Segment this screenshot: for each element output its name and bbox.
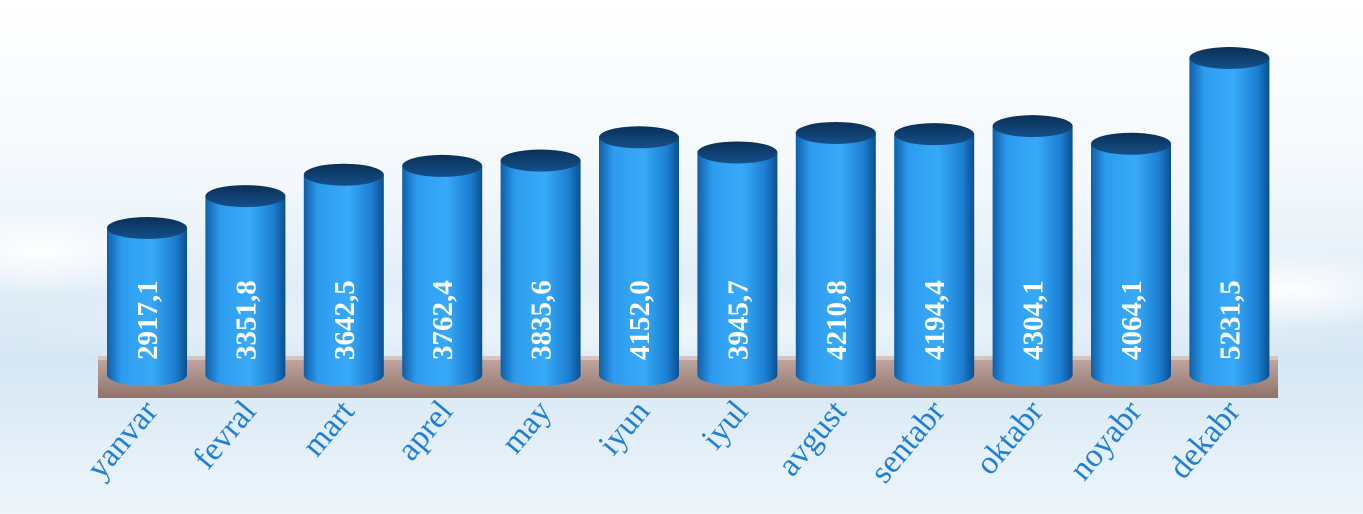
bar-body: [697, 152, 778, 387]
bar-value-label: 3642,5: [329, 280, 361, 360]
bar-body: [1091, 143, 1171, 386]
bar-value-label: 3835,6: [526, 280, 558, 360]
bar-body: [894, 134, 975, 387]
bar-value-label: 4064,1: [1116, 280, 1148, 360]
bar-may: 3835,6: [500, 149, 581, 386]
bar-iyul: 3945,7: [697, 141, 778, 387]
bar-top-cap: [1091, 132, 1171, 155]
bar-aprel: 3762,4: [402, 154, 483, 387]
bar-body: [107, 228, 187, 386]
bar-body: [402, 165, 483, 387]
bar-body: [795, 132, 876, 387]
bar-body: [599, 137, 679, 386]
bar-iyun: 4152,0: [599, 126, 679, 386]
bar-top-cap: [599, 126, 679, 149]
bar-top-cap: [992, 115, 1073, 138]
bar-top-cap: [795, 121, 876, 144]
bar-oktabr: 4304,1: [992, 115, 1073, 387]
bar-value-label: 4194,4: [919, 280, 951, 360]
bar-body: [1189, 58, 1270, 387]
bar-value-label: 5231,5: [1214, 280, 1246, 360]
bar-top-cap: [402, 154, 483, 177]
bar-top-cap: [1189, 47, 1270, 69]
bar-body: [500, 160, 581, 386]
bar-mart: 3642,5: [303, 163, 384, 387]
bar-top-cap: [205, 185, 286, 208]
bar-value-label: 4304,1: [1018, 280, 1050, 360]
bar-yanvar: 2917,1: [107, 217, 187, 386]
bar-value-label: 3351,8: [230, 280, 262, 360]
bar-top-cap: [107, 217, 187, 239]
bar-avgust: 4210,8: [795, 121, 876, 387]
bar-value-label: 3762,4: [427, 280, 459, 360]
bar-value-label: 3945,7: [722, 280, 754, 360]
floor-platform: [98, 356, 1278, 398]
bar-top-cap: [303, 163, 384, 186]
bar-body: [303, 174, 384, 387]
bar-noyabr: 4064,1: [1091, 132, 1171, 386]
bar-body: [992, 126, 1073, 387]
bar-top-cap: [894, 123, 975, 146]
bar-sentabr: 4194,4: [894, 123, 975, 387]
bar-value-label: 4152,0: [624, 280, 656, 360]
bar-fevral: 3351,8: [205, 185, 286, 387]
bar-dekabr: 5231,5: [1189, 47, 1270, 387]
bar-value-label: 4210,8: [821, 280, 853, 360]
bar-body: [205, 196, 286, 387]
bar-value-label: 2917,1: [132, 280, 164, 360]
bar-top-cap: [500, 149, 581, 172]
bar-top-cap: [697, 141, 778, 164]
